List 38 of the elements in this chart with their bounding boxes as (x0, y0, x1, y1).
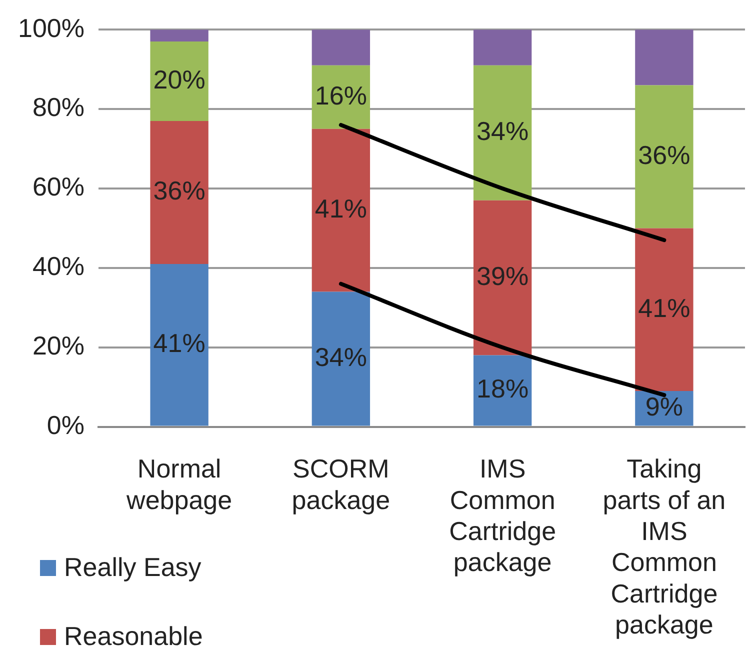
y-tick-label: 80% (32, 92, 84, 122)
bar (473, 200, 532, 356)
data-label: 16% (314, 80, 367, 110)
bar (635, 228, 694, 392)
y-tick-label: 40% (32, 251, 84, 282)
bar (473, 30, 532, 66)
data-label: 41% (314, 194, 367, 224)
bar (635, 30, 694, 86)
y-tick-label: 100% (18, 12, 84, 43)
x-tick-label: Normal webpage (126, 454, 232, 515)
bar (150, 30, 208, 42)
data-label: 34% (314, 342, 367, 372)
data-label: 18% (476, 374, 529, 404)
data-label: 36% (153, 176, 206, 206)
x-tick-label: Taking parts of an IMS Common Cartridge package (602, 454, 726, 640)
data-label: 41% (638, 292, 690, 323)
y-tick-label: 20% (32, 330, 84, 361)
y-tick-label: 0% (46, 410, 84, 440)
bar (312, 128, 370, 292)
y-tick-label: 60% (32, 172, 84, 202)
bar (473, 65, 532, 200)
data-label: 41% (153, 328, 206, 358)
bar (150, 264, 208, 426)
x-tick-label: SCORM package (292, 454, 390, 515)
data-label: 39% (476, 261, 529, 292)
bar (150, 120, 208, 264)
bar (473, 355, 532, 426)
legend-label: Reasonable (64, 621, 203, 652)
bar (312, 30, 370, 66)
x-tick-label: IMS Common Cartridge package (449, 454, 556, 578)
bar (150, 42, 208, 121)
data-label: 20% (153, 64, 206, 94)
bar (635, 85, 694, 228)
data-label: 36% (638, 140, 690, 170)
data-label: 34% (476, 116, 529, 146)
legend-label: Really Easy (64, 552, 202, 583)
data-label: 9% (645, 392, 683, 422)
bar (312, 292, 370, 426)
